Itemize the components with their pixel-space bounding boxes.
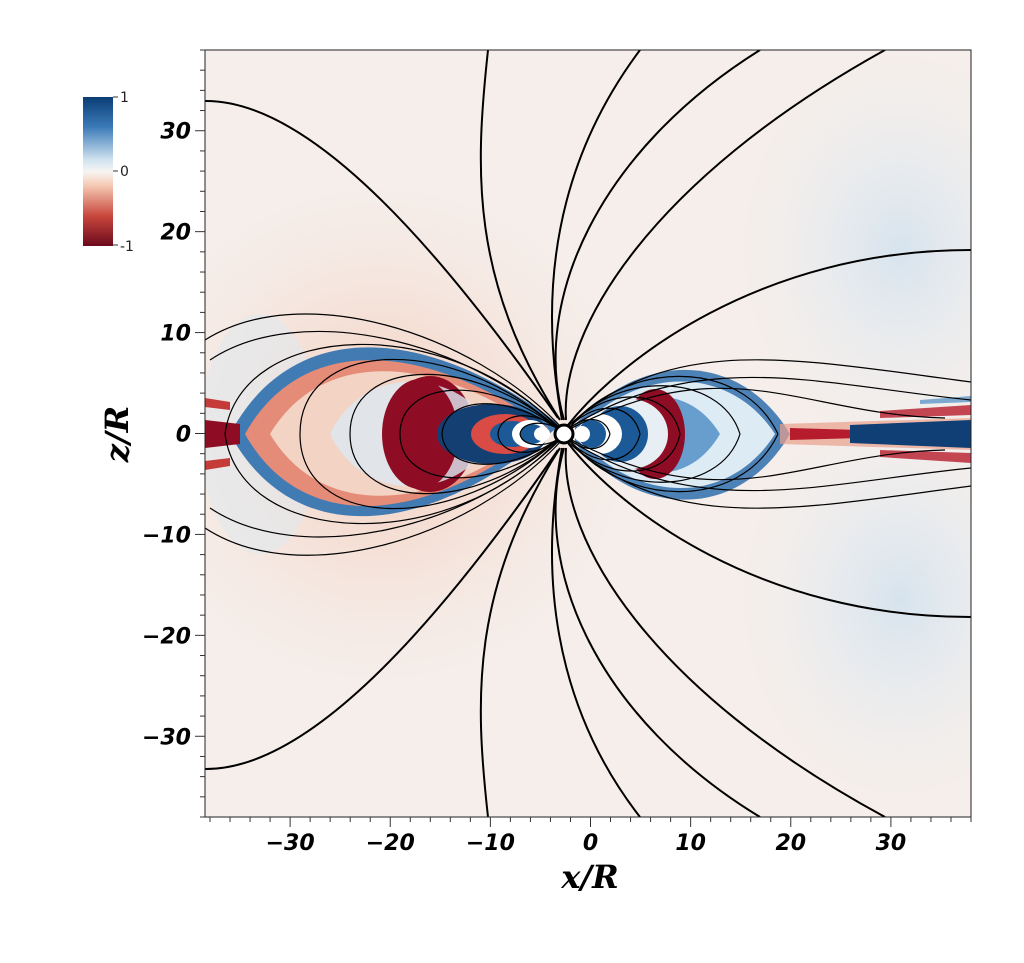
heatmap-field — [205, 50, 971, 817]
x-axis-title: x/R — [560, 858, 618, 896]
y-tick-label: 20 — [160, 221, 191, 246]
y-tick-label: 10 — [160, 322, 191, 347]
y-axis-title: z/R — [98, 406, 136, 463]
y-tick-label: −20 — [142, 624, 191, 649]
x-axis-ticks — [209, 817, 972, 827]
colorbar-label-min: -1 — [120, 239, 134, 255]
y-tick-label: 0 — [176, 423, 191, 448]
y-axis-tick-labels: 30 20 10 0 −10 −20 −30 — [142, 120, 191, 751]
x-tick-label: 30 — [876, 831, 907, 856]
y-tick-label: −30 — [142, 725, 191, 750]
x-tick-label: −20 — [366, 831, 415, 856]
colorbar-gradient — [83, 97, 113, 246]
colorbar-label-mid: 0 — [120, 164, 129, 180]
y-axis-ticks — [195, 49, 205, 818]
y-tick-label: −10 — [142, 523, 191, 548]
x-tick-label: −30 — [266, 831, 315, 856]
x-tick-label: 0 — [583, 831, 598, 856]
y-tick-label: 30 — [160, 120, 191, 145]
x-tick-label: 10 — [675, 831, 706, 856]
x-tick-label: −10 — [466, 831, 515, 856]
x-tick-label: 20 — [775, 831, 806, 856]
colorbar-label-max: 1 — [120, 90, 129, 106]
x-axis-tick-labels: −30 −20 −10 0 10 20 30 — [266, 831, 907, 856]
central-body — [553, 423, 575, 445]
colorbar: 1 0 -1 — [83, 90, 134, 255]
